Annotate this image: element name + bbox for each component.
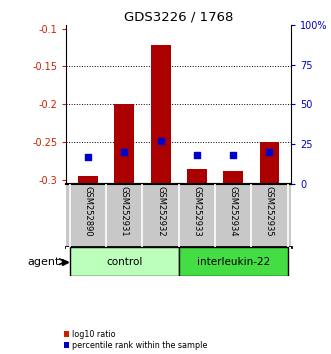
Text: GSM252935: GSM252935 — [265, 185, 274, 236]
Bar — [179, 247, 288, 276]
Title: GDS3226 / 1768: GDS3226 / 1768 — [124, 11, 233, 24]
Text: control: control — [106, 257, 142, 267]
Text: interleukin-22: interleukin-22 — [197, 257, 270, 267]
Bar — [187, 169, 207, 184]
Point — [267, 149, 272, 155]
Bar — [114, 104, 134, 184]
Point — [121, 149, 127, 155]
Bar — [151, 45, 170, 184]
Point — [85, 154, 91, 160]
Bar — [70, 247, 179, 276]
Bar — [223, 171, 243, 184]
Text: GSM252931: GSM252931 — [120, 185, 129, 236]
Text: GSM252934: GSM252934 — [229, 185, 238, 236]
Bar — [260, 142, 279, 184]
Text: GSM252933: GSM252933 — [192, 185, 201, 236]
Point — [158, 138, 163, 144]
Text: GSM252932: GSM252932 — [156, 185, 165, 236]
Point — [194, 152, 200, 158]
Bar — [78, 176, 98, 184]
Text: agent: agent — [27, 257, 60, 267]
Point — [231, 152, 236, 158]
Legend: log10 ratio, percentile rank within the sample: log10 ratio, percentile rank within the … — [64, 330, 208, 350]
Text: GSM252890: GSM252890 — [83, 185, 92, 236]
